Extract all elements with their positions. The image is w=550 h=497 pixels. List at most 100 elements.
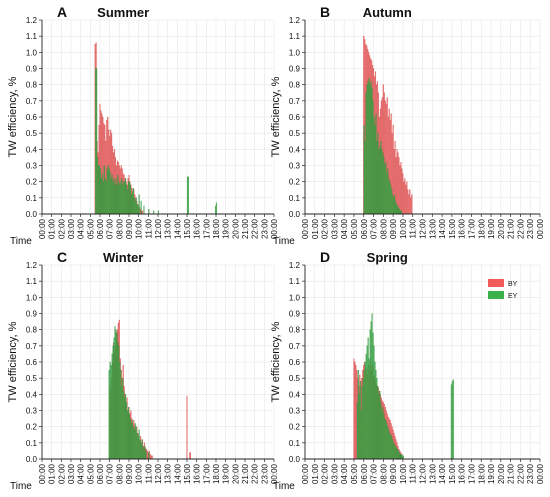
y-tick-label: 1.1 <box>289 277 301 286</box>
y-tick-label: 0.7 <box>289 342 301 351</box>
bar-ey-a-41 <box>134 200 136 215</box>
bar-ey-b-15 <box>378 149 380 215</box>
bar-ey-b-7 <box>370 81 372 215</box>
x-tick-label: 09:00 <box>389 463 398 484</box>
bar-ey-a-27 <box>121 178 123 215</box>
x-tick-label: 18:00 <box>477 218 486 239</box>
bar-ey-a-11 <box>105 181 107 215</box>
panel-title: Summer <box>97 5 149 20</box>
y-tick-label: 1.1 <box>289 32 301 41</box>
x-tick-label: 16:00 <box>458 463 467 484</box>
x-tick-label: 06:00 <box>360 218 369 239</box>
bar-ey-c-27 <box>134 423 136 460</box>
y-tick-label: 0.1 <box>26 439 38 448</box>
legend-label-by: BY <box>508 281 518 288</box>
bar-ey-d-37 <box>393 442 395 460</box>
x-tick-label: 08:00 <box>115 218 124 239</box>
y-tick-label: 0.9 <box>289 310 301 319</box>
bar-ey-a-26 <box>120 181 122 215</box>
x-tick-label: 00:00 <box>270 463 279 484</box>
bar-ey-d-40 <box>396 447 398 460</box>
x-tick-label: 04:00 <box>77 218 86 239</box>
x-tick-label: 07:00 <box>370 463 379 484</box>
panel-title: Spring <box>367 250 408 265</box>
bar-ey-d-35 <box>391 436 393 460</box>
bar-ey-a-24 <box>118 181 120 215</box>
y-tick-label: 1.1 <box>26 277 38 286</box>
x-tick-label: 16:00 <box>193 218 202 239</box>
bar-ey-d-20 <box>376 378 378 460</box>
y-tick-label: 0.6 <box>289 113 301 122</box>
legend: BY EY <box>488 279 518 300</box>
bar-ey-a-42 <box>135 197 137 215</box>
bar-ey-b-28 <box>391 189 393 215</box>
x-tick-label: 03:00 <box>67 463 76 484</box>
x-tick-label: 00:00 <box>536 463 545 484</box>
x-tick-label: 07:00 <box>106 218 115 239</box>
panel-title: Autumn <box>363 5 412 20</box>
y-tick-label: 0.0 <box>289 210 301 219</box>
bar-ey-a-17 <box>111 175 113 215</box>
x-tick-label: 21:00 <box>241 218 250 239</box>
bar-ey-a-35 <box>128 181 131 215</box>
x-axis-name: Time <box>10 236 32 247</box>
x-tick-label: 08:00 <box>379 463 388 484</box>
y-tick-label: 0.7 <box>26 97 38 106</box>
x-tick-label: 06:00 <box>360 463 369 484</box>
y-tick-label: 0.7 <box>289 97 301 106</box>
y-tick-label: 0.0 <box>26 455 38 464</box>
bar-ey-c-39 <box>148 452 150 460</box>
legend-label-ey: EY <box>508 293 518 300</box>
y-axis-label: TW efficiency, % <box>7 76 19 157</box>
panel-D: 0.0 0.1 0.2 0.3 0.4 0.5 0.6 0.7 0.8 0.9 1.0 1.1 1.2 0… <box>270 249 545 492</box>
bar-by-b-49 <box>411 194 413 215</box>
bar-ey-a-53 <box>214 205 217 215</box>
bar-ey-a-14 <box>108 168 110 215</box>
bar-ey-b-37 <box>399 210 402 215</box>
y-tick-label: 0.5 <box>289 129 301 138</box>
panels: 0.0 0.1 0.2 0.3 0.4 0.5 0.6 0.7 0.8 0.9 1.0 1.1 1.2 0… <box>7 4 545 492</box>
bar-ey-a-12 <box>106 168 108 215</box>
bar-ey-d-2 <box>358 394 360 460</box>
y-axis-label: TW efficiency, % <box>270 76 282 157</box>
bar-by-b-44 <box>406 181 408 215</box>
bar-ey-c-22 <box>129 418 131 460</box>
bar-ey-d-30 <box>386 423 388 460</box>
y-tick-label: 0.2 <box>26 178 38 187</box>
bar-ey-a-37 <box>130 194 132 215</box>
y-tick-label: 0.4 <box>26 145 38 154</box>
x-tick-label: 14:00 <box>438 218 447 239</box>
x-tick-label: 02:00 <box>321 218 330 239</box>
x-tick-label: 08:00 <box>115 463 124 484</box>
bar-ey-c-6 <box>114 326 116 460</box>
x-tick-label: 13:00 <box>428 463 437 484</box>
x-tick-label: 11:00 <box>409 463 418 483</box>
bar-ey-a-20 <box>114 184 116 215</box>
x-tick-label: 15:00 <box>448 463 457 484</box>
x-tick-label: 01:00 <box>311 218 320 239</box>
bar-ey-c-10 <box>118 345 120 460</box>
bar-ey-d-26 <box>382 407 384 460</box>
bar-ey-a-2 <box>97 157 99 215</box>
y-tick-label: 0.8 <box>26 81 38 90</box>
bar-ey-d-33 <box>389 433 391 460</box>
bar-ey-c-34 <box>141 439 143 460</box>
bar-ey-a-19 <box>113 178 115 215</box>
y-tick-label: 0.0 <box>289 455 301 464</box>
x-tick-label: 03:00 <box>330 463 339 484</box>
panel-letter: A <box>57 4 67 20</box>
bar-ey-c-30 <box>137 436 139 460</box>
bar-ey-c-21 <box>128 413 131 460</box>
bar-ey-b-11 <box>374 124 376 215</box>
bar-ey-d-23 <box>379 390 381 460</box>
bar-ey-d-34 <box>390 434 392 460</box>
x-tick-label: 22:00 <box>516 218 525 239</box>
bar-ey-d-38 <box>394 444 396 460</box>
y-tick-label: 0.8 <box>289 326 301 335</box>
y-tick-label: 0.4 <box>289 390 301 399</box>
bar-ey-b-9 <box>372 100 374 215</box>
x-tick-label: 03:00 <box>330 218 339 239</box>
y-tick-label: 1.0 <box>289 293 301 302</box>
bar-ey-b-3 <box>366 84 368 215</box>
bar-ey-d-42 <box>397 450 400 460</box>
